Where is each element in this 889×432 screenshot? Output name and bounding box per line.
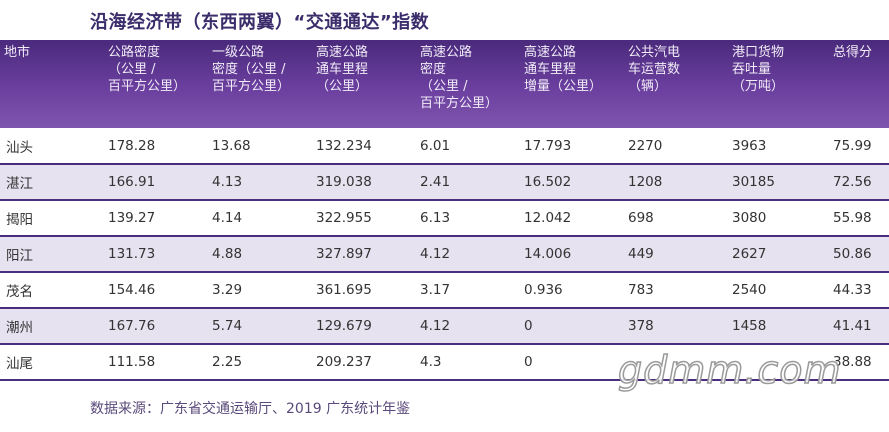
city-cell: 潮州 (6, 320, 33, 336)
value-cell: 378 (628, 318, 654, 334)
city-cell: 湛江 (6, 176, 33, 192)
city-cell: 揭阳 (6, 212, 33, 228)
table-row: 茂名 154.46 3.29 361.695 3.17 0.936 783 2540 44.33 (0, 272, 889, 308)
value-cell: 6.01 (420, 137, 451, 154)
city-cell: 茂名 (6, 284, 33, 300)
value-cell: 132.234 (316, 137, 372, 154)
watermark: gdmm.com (617, 347, 842, 393)
value-cell: 0 (524, 354, 533, 370)
value-cell: 3.17 (420, 282, 451, 298)
value-cell: 2.25 (212, 354, 243, 370)
value-cell: 6.13 (420, 210, 451, 226)
value-cell: 167.76 (108, 318, 156, 334)
city-cell: 阳江 (6, 248, 33, 264)
table-row: 揭阳 139.27 4.14 322.955 6.13 12.042 698 3080 55.9… (0, 200, 889, 236)
table-row: 汕头 178.28 13.68 132.234 6.01 17.793 2270 3963 75… (0, 128, 889, 164)
value-cell: 2270 (628, 137, 663, 154)
value-cell: 4.12 (420, 318, 451, 334)
value-cell: 327.897 (316, 246, 372, 262)
value-cell: 166.91 (108, 174, 156, 190)
column-header: 公路密度 （公里 / 百平方公里） (108, 45, 187, 94)
value-cell: 139.27 (108, 210, 156, 226)
table-row: 潮州 167.76 5.74 129.679 4.12 0 378 1458 41.41 (0, 308, 889, 344)
page-title: 沿海经济带（东西两翼）“交通通达”指数 (90, 12, 430, 33)
header-row: 地市 公路密度 （公里 / 百平方公里） 一级公路 密度（公里 / 百平方公里） 高速… (0, 40, 889, 128)
value-cell: 3963 (732, 137, 767, 154)
table-body: 汕头 178.28 13.68 132.234 6.01 17.793 2270 3963 75… (0, 128, 889, 380)
value-cell: 319.038 (316, 174, 372, 190)
value-cell: 209.237 (316, 354, 372, 370)
value-cell: 75.99 (833, 137, 872, 154)
value-cell: 5.74 (212, 318, 243, 334)
value-cell: 2627 (732, 246, 767, 262)
value-cell: 2.41 (420, 174, 451, 190)
value-cell: 0 (524, 318, 533, 334)
column-header: 高速公路 通车里程 增量（公里） (524, 45, 603, 94)
value-cell: 1458 (732, 318, 767, 334)
value-cell: 129.679 (316, 318, 372, 334)
table-row: 湛江 166.91 4.13 319.038 2.41 16.502 1208 30185 72… (0, 164, 889, 200)
value-cell: 38.88 (833, 354, 872, 370)
value-cell: 131.73 (108, 246, 156, 262)
value-cell: 14.006 (524, 246, 572, 262)
value-cell: 783 (628, 282, 654, 298)
data-table: 地市 公路密度 （公里 / 百平方公里） 一级公路 密度（公里 / 百平方公里） 高速… (0, 40, 889, 381)
column-header: 一级公路 密度（公里 / 百平方公里） (212, 45, 291, 94)
city-cell: 汕尾 (6, 356, 33, 372)
value-cell: 44.33 (833, 282, 872, 298)
value-cell: 1208 (628, 174, 663, 190)
value-cell: 4.13 (212, 174, 243, 190)
column-header: 港口货物 吞吐量 （万吨） (732, 45, 785, 94)
value-cell: 16.502 (524, 174, 572, 190)
value-cell: 449 (628, 246, 654, 262)
column-header: 公共汽电 车运营数 （辆） (628, 45, 681, 94)
column-header: 总得分 (833, 45, 873, 60)
value-cell: 4.88 (212, 246, 243, 262)
table-row: 阳江 131.73 4.88 327.897 4.12 14.006 449 2627 50.8… (0, 236, 889, 272)
value-cell: 361.695 (316, 282, 372, 298)
column-header: 高速公路 密度 （公里 / 百平方公里） (420, 45, 499, 111)
value-cell: 72.56 (833, 174, 872, 190)
value-cell: 178.28 (108, 137, 156, 154)
value-cell: 3080 (732, 210, 767, 226)
table-header: 地市 公路密度 （公里 / 百平方公里） 一级公路 密度（公里 / 百平方公里） 高速… (0, 40, 889, 128)
city-cell: 汕头 (6, 139, 33, 156)
source-note: 数据来源：广东省交通运输厅、2019 广东统计年鉴 (90, 401, 411, 417)
value-cell: 13.68 (212, 137, 251, 154)
value-cell: 4.3 (420, 354, 442, 370)
table-row: 汕尾 111.58 2.25 209.237 4.3 0 38.88 (0, 344, 889, 380)
value-cell: 154.46 (108, 282, 156, 298)
value-cell: 50.86 (833, 246, 872, 262)
value-cell: 55.98 (833, 210, 872, 226)
value-cell: 3.29 (212, 282, 243, 298)
value-cell: 30185 (732, 174, 775, 190)
value-cell: 322.955 (316, 210, 372, 226)
value-cell: 0.936 (524, 282, 563, 298)
value-cell: 12.042 (524, 210, 572, 226)
value-cell: 41.41 (833, 318, 872, 334)
value-cell: 2540 (732, 282, 767, 298)
value-cell: 111.58 (108, 354, 156, 370)
column-header: 地市 (4, 45, 31, 60)
value-cell: 698 (628, 210, 654, 226)
column-header: 高速公路 通车里程 （公里） (316, 45, 369, 94)
value-cell: 4.14 (212, 210, 243, 226)
value-cell: 17.793 (524, 137, 572, 154)
value-cell: 4.12 (420, 246, 451, 262)
